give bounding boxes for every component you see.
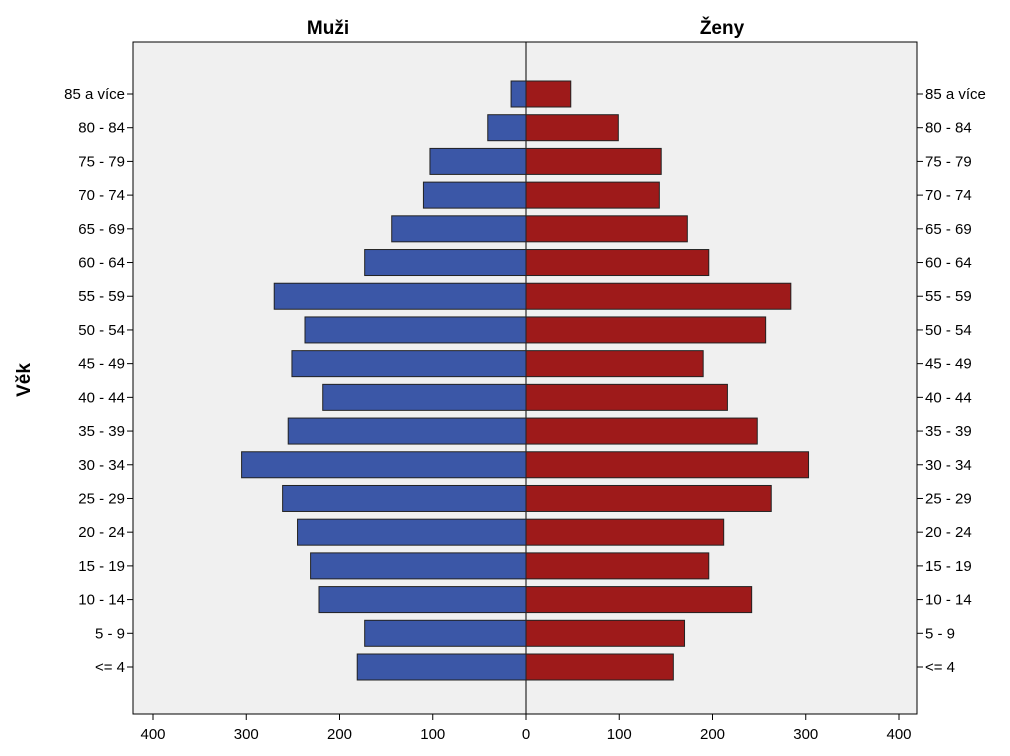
bar-zeny <box>525 451 810 479</box>
category-label-left: 85 a více <box>64 86 125 103</box>
bar-muzi <box>291 350 527 378</box>
bar-muzi <box>391 215 527 243</box>
category-label-left: 15 - 19 <box>78 558 125 575</box>
bar-zeny <box>525 282 792 310</box>
bar-muzi <box>422 181 527 209</box>
bar-muzi <box>241 451 527 479</box>
bar-zeny <box>525 484 772 512</box>
bar-muzi <box>487 114 527 142</box>
bars-group <box>241 42 810 714</box>
x-tick-label: 300 <box>793 726 818 743</box>
bar-muzi <box>510 80 527 108</box>
category-label-right: 60 - 64 <box>925 255 972 272</box>
category-label-left: 40 - 44 <box>78 389 125 406</box>
bar-zeny <box>525 619 686 647</box>
category-label-right: 20 - 24 <box>925 524 972 541</box>
bar-zeny <box>525 586 753 614</box>
category-label-left: 55 - 59 <box>78 288 125 305</box>
bar-zeny <box>525 316 767 344</box>
category-label-right: 10 - 14 <box>925 592 972 609</box>
bar-zeny <box>525 80 572 108</box>
bar-zeny <box>525 383 728 411</box>
plot-area <box>132 41 918 715</box>
bar-zeny <box>525 181 660 209</box>
x-tick-label: 100 <box>420 726 445 743</box>
category-label-right: 40 - 44 <box>925 389 972 406</box>
category-label-right: 65 - 69 <box>925 221 972 238</box>
bar-muzi <box>282 484 527 512</box>
category-label-left: 50 - 54 <box>78 322 125 339</box>
category-label-left: 5 - 9 <box>95 625 125 642</box>
x-tick-label: 300 <box>234 726 259 743</box>
category-label-right: 35 - 39 <box>925 423 972 440</box>
category-label-left: 80 - 84 <box>78 120 125 137</box>
bar-muzi <box>287 417 527 445</box>
bar-muzi <box>310 552 527 580</box>
category-label-left: 35 - 39 <box>78 423 125 440</box>
x-tick-label: 100 <box>607 726 632 743</box>
bar-zeny <box>525 114 619 142</box>
bar-muzi <box>356 653 527 681</box>
bar-muzi <box>318 586 527 614</box>
category-label-right: 55 - 59 <box>925 288 972 305</box>
category-label-right: 85 a více <box>925 86 986 103</box>
category-label-left: 65 - 69 <box>78 221 125 238</box>
category-label-right: 80 - 84 <box>925 120 972 137</box>
category-label-left: 20 - 24 <box>78 524 125 541</box>
bar-muzi <box>297 518 527 546</box>
category-label-left: <= 4 <box>95 659 125 676</box>
left-panel-title: Muži <box>307 18 349 39</box>
x-axis: 400 300 200 100 0 100 200 300 400 <box>140 714 912 743</box>
bar-muzi <box>364 619 527 647</box>
bar-zeny <box>525 518 725 546</box>
bar-muzi <box>364 249 527 277</box>
category-label-left: 60 - 64 <box>78 255 125 272</box>
bar-zeny <box>525 552 710 580</box>
right-panel-title: Ženy <box>700 17 745 39</box>
bar-zeny <box>525 350 704 378</box>
bar-muzi <box>429 147 527 175</box>
x-tick-label: 200 <box>700 726 725 743</box>
category-label-right: 25 - 29 <box>925 490 972 507</box>
category-labels: <= 4 <= 4 5 - 9 5 - 9 10 - 14 10 - 14 15 - 19 1… <box>64 86 986 676</box>
x-tick-label: 200 <box>327 726 352 743</box>
bar-zeny <box>525 147 662 175</box>
bar-muzi <box>322 383 527 411</box>
category-label-left: 30 - 34 <box>78 457 125 474</box>
category-label-right: 5 - 9 <box>925 625 955 642</box>
bar-muzi <box>273 282 527 310</box>
category-label-right: 70 - 74 <box>925 187 972 204</box>
category-label-left: 70 - 74 <box>78 187 125 204</box>
category-label-left: 10 - 14 <box>78 592 125 609</box>
x-tick-label: 400 <box>886 726 911 743</box>
category-label-right: 30 - 34 <box>925 457 972 474</box>
category-label-right: 50 - 54 <box>925 322 972 339</box>
x-tick-label: 400 <box>140 726 165 743</box>
bar-zeny <box>525 215 688 243</box>
category-label-left: 75 - 79 <box>78 153 125 170</box>
bar-zeny <box>525 653 674 681</box>
category-label-left: 25 - 29 <box>78 490 125 507</box>
bar-muzi <box>304 316 527 344</box>
bar-zeny <box>525 249 710 277</box>
bar-zeny <box>525 417 758 445</box>
category-label-right: 75 - 79 <box>925 153 972 170</box>
category-label-right: <= 4 <box>925 659 955 676</box>
category-label-left: 45 - 49 <box>78 356 125 373</box>
category-label-right: 45 - 49 <box>925 356 972 373</box>
category-label-right: 15 - 19 <box>925 558 972 575</box>
y-axis-label: Věk <box>14 363 35 397</box>
x-tick-label: 0 <box>522 726 530 743</box>
